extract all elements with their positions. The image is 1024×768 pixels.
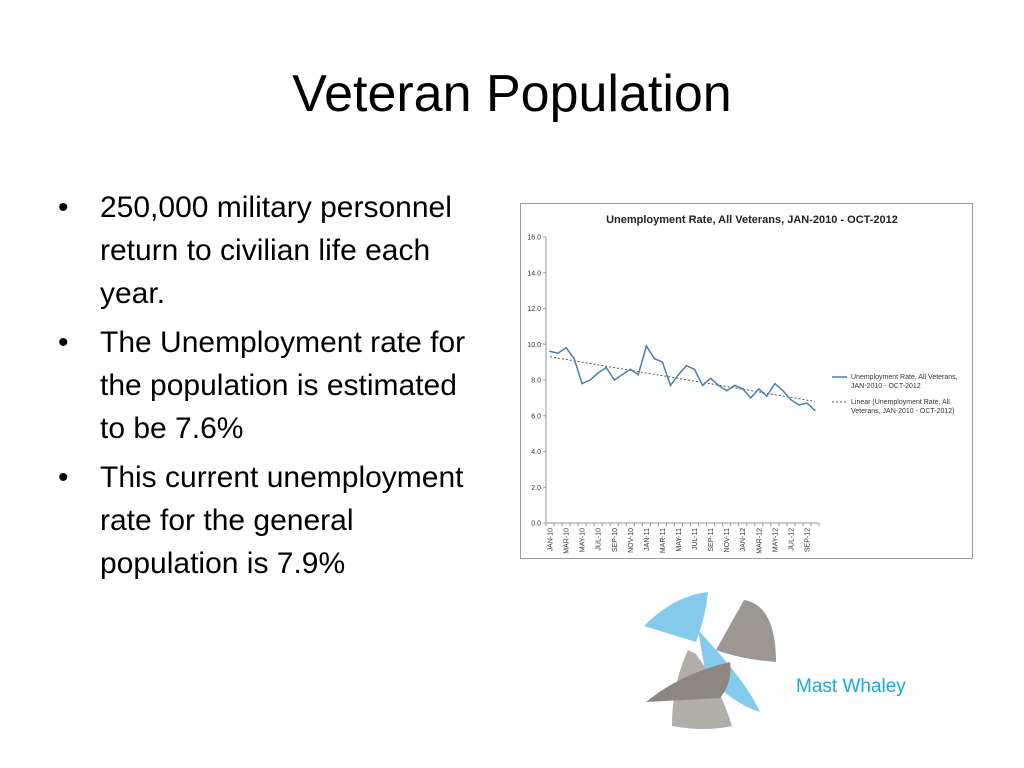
data-point	[798, 404, 800, 406]
data-point	[806, 402, 808, 405]
x-tick-label: MAY-10	[580, 528, 587, 552]
data-point	[774, 382, 776, 385]
data-point	[741, 388, 744, 390]
x-tick-label: JAN-10	[548, 528, 555, 551]
data-point	[621, 373, 624, 376]
y-tick-label: 10.0	[527, 342, 541, 349]
data-point	[629, 368, 632, 371]
slide-title: Veteran Population	[292, 65, 732, 123]
chart-frame: Unemployment Rate, All Veterans, JAN-201…	[520, 203, 973, 559]
bullet-item: This current unemployment rate for the g…	[58, 456, 488, 585]
data-point	[605, 366, 608, 369]
y-tick-label: 2.0	[531, 485, 541, 492]
data-point	[637, 373, 640, 376]
unemployment-chart: Unemployment Rate, All Veterans, JAN-201…	[527, 214, 958, 554]
bullet-item: 250,000 military personnel return to civ…	[58, 186, 488, 315]
legend-series-label-2: JAN-2010 - OCT-2012	[851, 383, 921, 390]
data-point	[709, 377, 712, 380]
data-point	[661, 361, 664, 363]
x-tick-label: JAN-11	[644, 528, 651, 551]
x-tick-label: MAY-11	[676, 528, 683, 552]
bullet-item: The Unemployment rate for the population…	[58, 321, 488, 450]
logo-blade-blue-top	[644, 592, 708, 642]
trendline	[549, 356, 816, 402]
data-point	[717, 384, 720, 387]
data-point	[749, 397, 752, 399]
data-point	[790, 398, 792, 401]
x-tick-label: MAR-10	[564, 528, 571, 554]
x-tick-label: JUL-11	[692, 528, 699, 550]
data-point	[581, 382, 583, 385]
data-point	[693, 368, 696, 371]
data-point	[653, 357, 656, 360]
data-point	[757, 388, 760, 390]
y-tick-label: 4.0	[531, 449, 541, 456]
chart-legend: Unemployment Rate, All Veterans, JAN-201…	[832, 374, 958, 415]
data-point	[597, 372, 599, 374]
series-group	[549, 344, 816, 412]
data-point	[645, 345, 648, 347]
x-tick-label: MAR-12	[756, 528, 763, 554]
data-point	[701, 384, 704, 387]
mast-whaley-logo	[644, 592, 776, 729]
x-tick-label: SEP-12	[804, 528, 811, 552]
data-point	[782, 389, 784, 392]
legend-trend-label-2: Veterans, JAN-2010 - OCT-2012)	[851, 408, 955, 415]
data-point	[733, 384, 736, 387]
data-point	[589, 379, 591, 381]
data-point	[549, 350, 551, 353]
data-point	[814, 409, 816, 412]
x-tick-label: MAY-12	[772, 528, 779, 552]
data-point	[613, 379, 616, 381]
logo-blade-grey-right	[716, 600, 776, 662]
logo-blade-grey-left	[646, 662, 731, 702]
y-tick-label: 14.0	[527, 270, 541, 277]
x-tick-label: MAR-11	[660, 528, 667, 553]
bullet-list: 250,000 military personnel return to civ…	[58, 186, 488, 591]
x-tick-label: NOV-10	[628, 528, 635, 553]
data-point	[669, 384, 672, 387]
x-tick-label: JAN-12	[740, 528, 747, 551]
x-tick-label: JUL-12	[788, 528, 795, 551]
y-axis: 0.0 2.0 4.0 6.0 8.0 10.0 12.0 14.0 16.0	[527, 235, 547, 528]
data-point	[565, 347, 567, 349]
data-point	[557, 352, 559, 354]
data-point	[685, 364, 688, 367]
trendline-group	[549, 356, 816, 402]
series-line	[549, 344, 816, 411]
x-tick-label: NOV-11	[724, 528, 731, 552]
y-tick-label: 12.0	[527, 306, 541, 313]
chart-title: Unemployment Rate, All Veterans, JAN-201…	[606, 214, 898, 226]
x-tick-label: JUL-10	[596, 528, 603, 551]
y-tick-label: 16.0	[527, 235, 541, 242]
y-tick-label: 8.0	[531, 378, 541, 385]
data-point	[725, 389, 728, 392]
data-point	[677, 373, 680, 376]
data-point	[766, 395, 768, 397]
x-axis: JAN-10 MAR-10 MAY-10 JUL-10 SEP-10 NOV-10 JAN-…	[545, 522, 820, 554]
data-point	[573, 357, 575, 360]
legend-trend-label-1: Linear (Unemployment Rate, All	[851, 399, 950, 406]
brand-name: Mast Whaley	[796, 676, 906, 697]
legend-series-label-1: Unemployment Rate, All Veterans,	[851, 374, 958, 381]
y-tick-label: 6.0	[531, 413, 541, 420]
x-tick-label: SEP-10	[612, 528, 619, 552]
x-tick-label: SEP-11	[708, 528, 715, 552]
y-tick-label: 0.0	[531, 521, 541, 528]
